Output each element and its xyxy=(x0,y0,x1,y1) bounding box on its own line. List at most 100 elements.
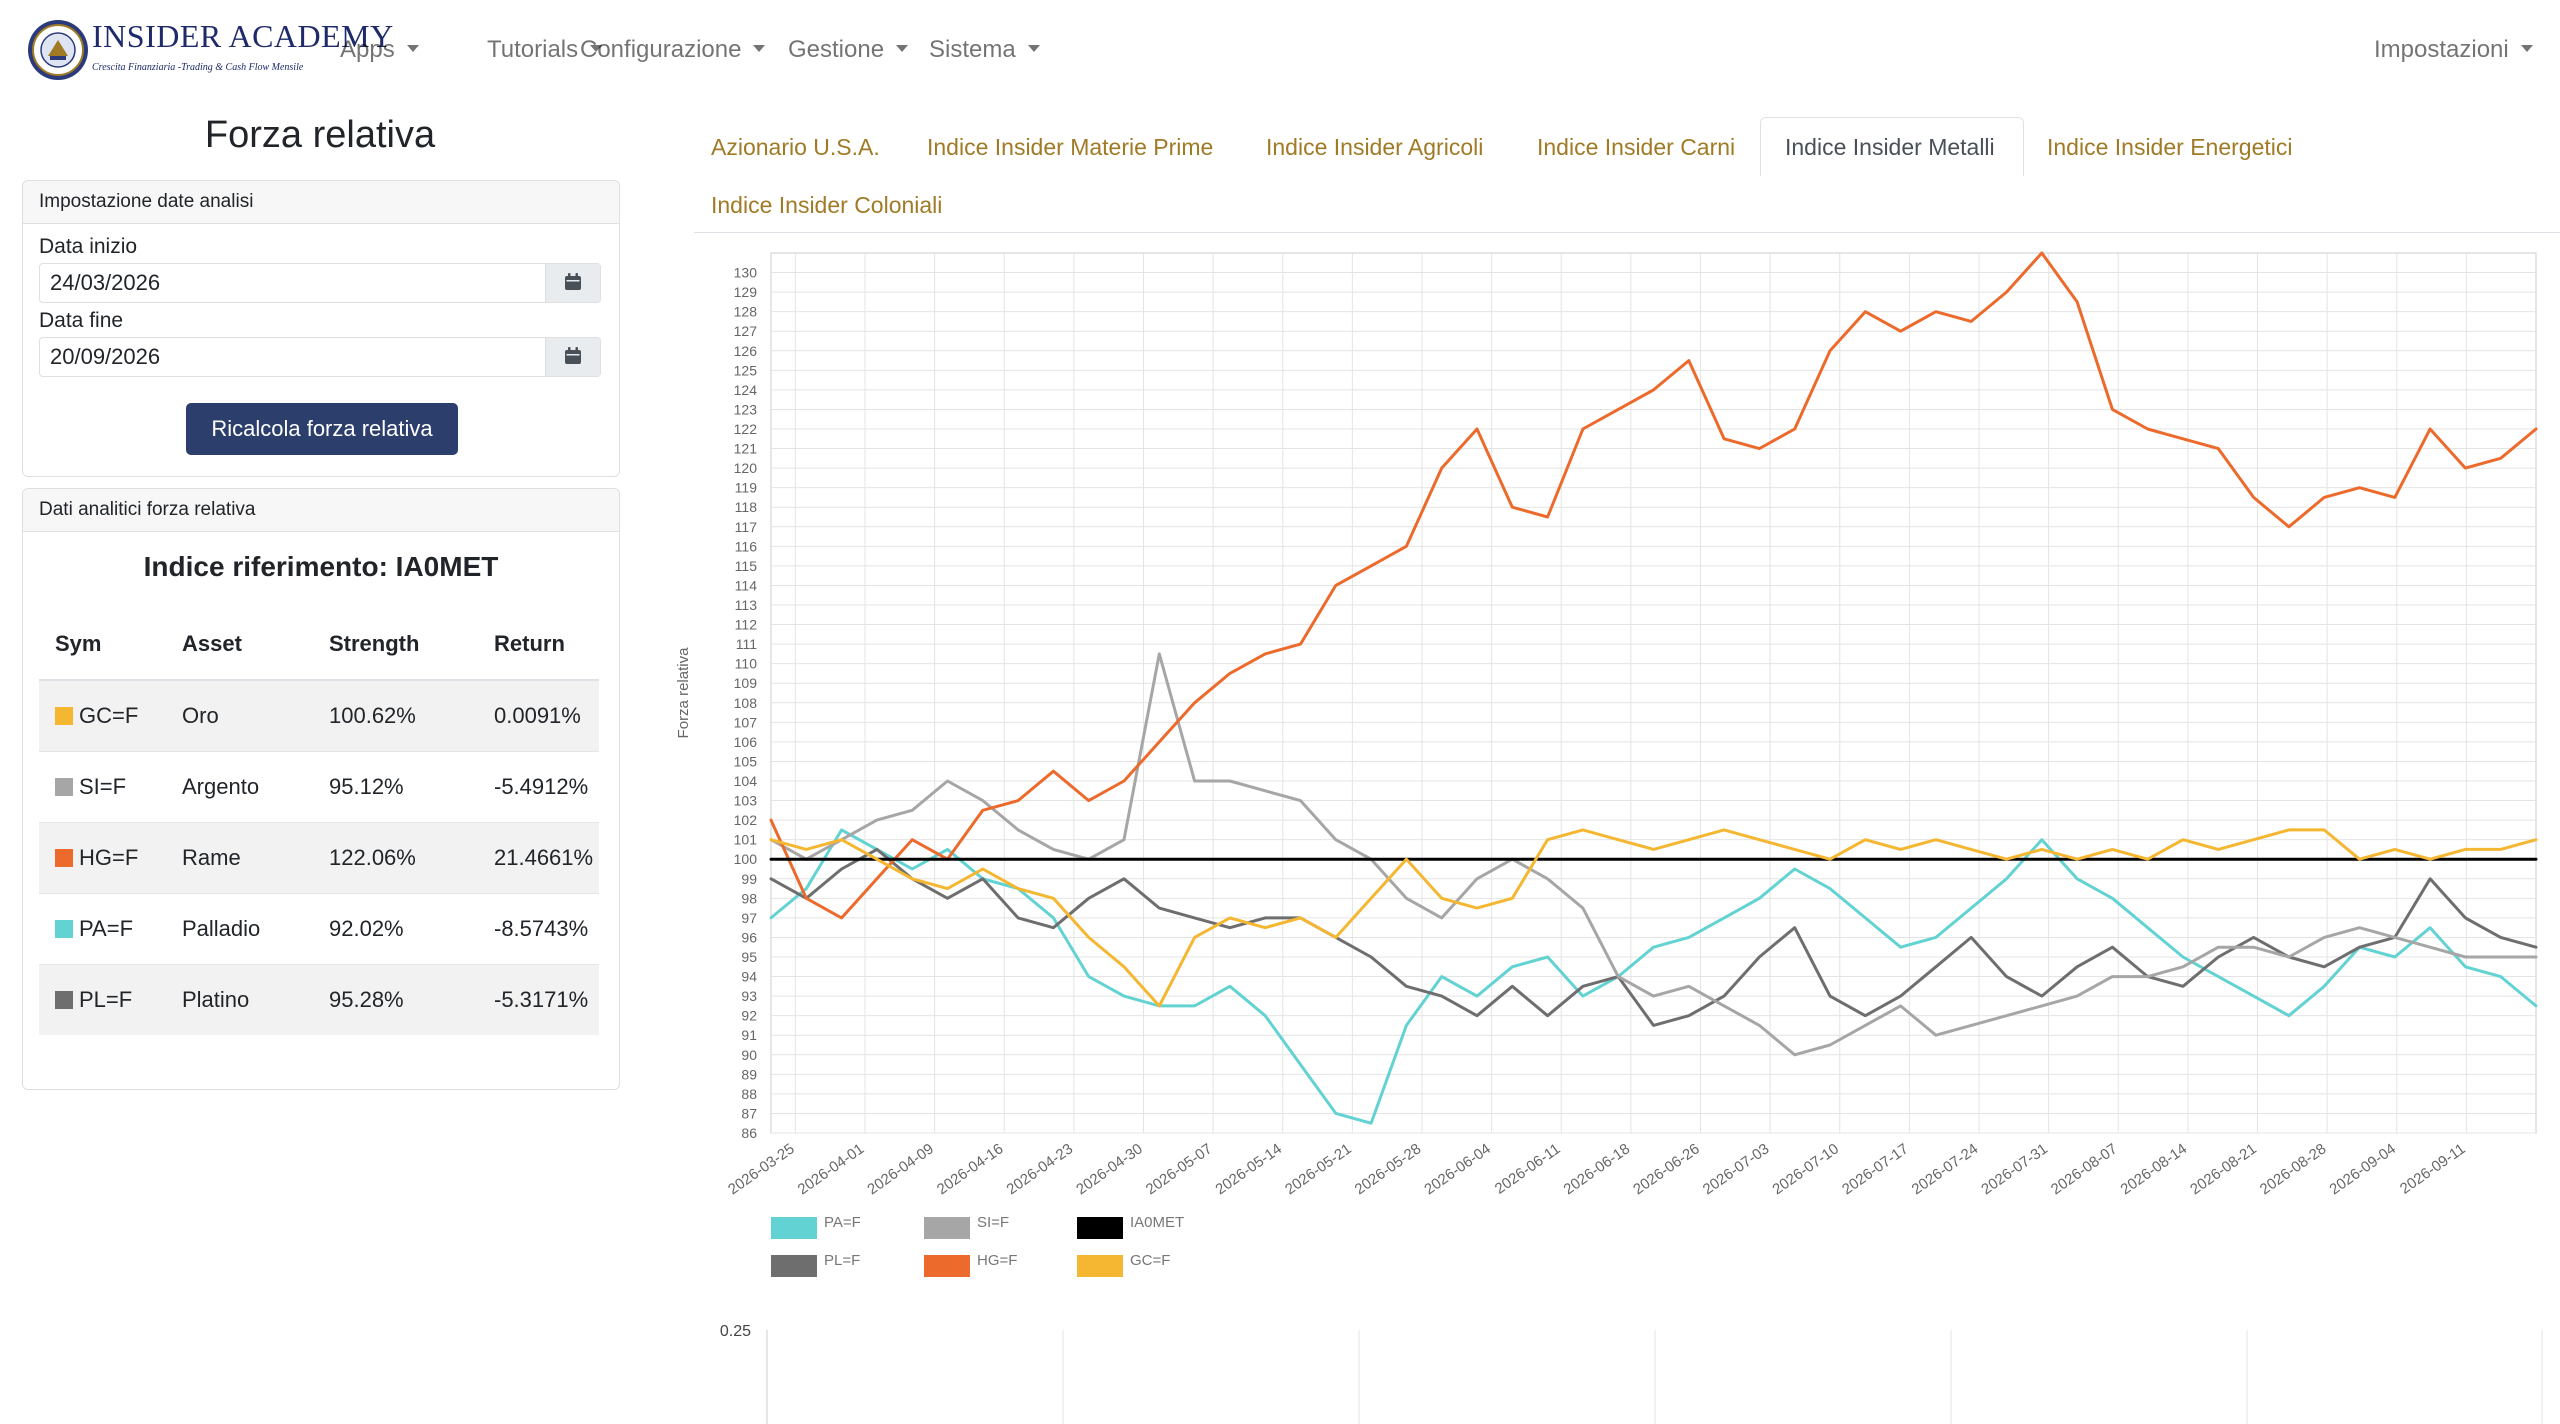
legend-label[interactable]: HG=F xyxy=(977,1252,1017,1269)
y-tick-label: 111 xyxy=(736,636,757,652)
calendar-icon xyxy=(565,347,581,364)
legend-swatch-ia0met[interactable] xyxy=(1077,1217,1123,1239)
brand-title[interactable]: INSIDER ACADEMY xyxy=(92,18,394,54)
col-strength[interactable]: Strength xyxy=(313,609,478,681)
tab-coloniali[interactable]: Indice Insider Coloniali xyxy=(711,192,943,218)
y-tick-label: 110 xyxy=(735,656,758,672)
legend-swatch-hgf[interactable] xyxy=(924,1255,970,1277)
navbar: INSIDER ACADEMY Crescita Finanziaria -Tr… xyxy=(0,0,2560,102)
nav-configurazione[interactable]: Configurazione xyxy=(580,36,766,64)
tab-materie-prime[interactable]: Indice Insider Materie Prime xyxy=(927,134,1214,160)
end-date-label: Data fine xyxy=(39,309,124,332)
legend-label[interactable]: IA0MET xyxy=(1130,1214,1184,1231)
nav-apps-label: Apps xyxy=(340,36,395,63)
nav-apps[interactable]: Apps xyxy=(340,36,419,64)
strength-cell: 100.62% xyxy=(313,679,478,752)
legend-swatch-sif[interactable] xyxy=(924,1217,970,1239)
nav-gestione-label: Gestione xyxy=(788,36,885,63)
chevron-down-icon xyxy=(753,45,766,53)
x-tick-label: 2026-05-14 xyxy=(1212,1140,1285,1198)
series-line-sif[interactable] xyxy=(769,652,2538,1057)
x-tick-label: 2026-09-04 xyxy=(2326,1140,2399,1198)
y-tick-label: 89 xyxy=(741,1066,757,1082)
x-tick-label: 2026-08-14 xyxy=(2118,1140,2191,1198)
table-header-row: Sym Asset Strength Return xyxy=(39,609,599,681)
y-tick-label: 93 xyxy=(741,988,757,1004)
return-cell: -5.4912% xyxy=(478,751,599,823)
legend-label[interactable]: PA=F xyxy=(824,1214,861,1231)
legend-label[interactable]: PL=F xyxy=(824,1252,860,1269)
strength-cell: 122.06% xyxy=(313,822,478,894)
asset-cell: Platino xyxy=(166,964,313,1035)
color-swatch-icon xyxy=(55,707,73,725)
end-date-value[interactable]: 20/09/2026 xyxy=(50,344,161,369)
sym-text: HG=F xyxy=(79,845,139,870)
y-tick-label: 101 xyxy=(734,832,758,848)
y-tick-label: 112 xyxy=(735,617,758,633)
legend-swatch-plf[interactable] xyxy=(771,1255,817,1277)
y-tick-label: 107 xyxy=(734,714,758,730)
academy-emblem-icon[interactable] xyxy=(26,18,90,82)
tab-carni[interactable]: Indice Insider Carni xyxy=(1537,134,1736,160)
series-line-gcf[interactable] xyxy=(769,828,2538,1008)
nav-tutorials[interactable]: Tutorials xyxy=(487,36,603,64)
legend-label[interactable]: GC=F xyxy=(1130,1252,1170,1269)
y-tick-label: 87 xyxy=(741,1105,757,1121)
return-cell: 21.4661% xyxy=(478,822,599,894)
table-row: PA=F Palladio 92.02% -8.5743% xyxy=(39,893,599,965)
y-tick-label: 116 xyxy=(735,538,758,554)
x-tick-label: 2026-06-11 xyxy=(1492,1140,1564,1197)
chevron-down-icon xyxy=(590,45,603,53)
nav-gestione[interactable]: Gestione xyxy=(788,36,909,64)
x-tick-label: 2026-04-23 xyxy=(1004,1140,1077,1198)
x-tick-label: 2026-06-04 xyxy=(1421,1140,1494,1198)
series-line-paf[interactable] xyxy=(769,828,2538,1125)
x-tick-label: 2026-08-21 xyxy=(2187,1140,2260,1198)
nav-impostazioni[interactable]: Impostazioni xyxy=(2374,36,2533,64)
nav-sistema[interactable]: Sistema xyxy=(929,36,1040,64)
legend-swatch-paf[interactable] xyxy=(771,1217,817,1239)
y-tick-label: 103 xyxy=(734,793,758,809)
tab-agricoli[interactable]: Indice Insider Agricoli xyxy=(1266,134,1484,160)
tab-metalli[interactable]: Indice Insider Metalli xyxy=(1785,134,1995,160)
sym-cell: SI=F xyxy=(39,751,166,823)
analytics-header: Dati analitici forza relativa xyxy=(23,489,619,532)
return-cell: 0.0091% xyxy=(478,679,599,752)
tab-azionario-usa[interactable]: Azionario U.S.A. xyxy=(711,134,880,160)
chevron-down-icon xyxy=(896,45,909,53)
legend-label[interactable]: SI=F xyxy=(977,1214,1009,1231)
y-tick-label: 122 xyxy=(734,421,758,437)
return-cell: -8.5743% xyxy=(478,893,599,965)
x-tick-label: 2026-08-07 xyxy=(2048,1140,2121,1198)
date-settings-header: Impostazione date analisi xyxy=(23,181,619,224)
start-date-input[interactable]: 24/03/2026 xyxy=(39,263,601,303)
y-tick-label: 88 xyxy=(741,1086,757,1102)
tabs-divider xyxy=(694,232,2560,233)
start-date-picker-button[interactable] xyxy=(545,264,600,302)
series-line-plf[interactable] xyxy=(769,847,2538,1027)
plot-area xyxy=(770,252,2537,1134)
col-asset[interactable]: Asset xyxy=(166,609,313,681)
analytics-card: Dati analitici forza relativa Indice rif… xyxy=(22,488,620,1090)
y-tick-label: 113 xyxy=(735,597,758,613)
page-title: Forza relativa xyxy=(204,114,436,156)
date-settings-card: Impostazione date analisi Data inizio 24… xyxy=(22,180,620,477)
y-tick-label: 96 xyxy=(741,929,757,945)
y-tick-label: 129 xyxy=(734,284,758,300)
y-tick-label: 86 xyxy=(741,1125,757,1141)
y-tick-label: 117 xyxy=(735,519,758,535)
nav-tutorials-label: Tutorials xyxy=(487,36,579,63)
series-line-hgf[interactable] xyxy=(769,251,2538,920)
end-date-input[interactable]: 20/09/2026 xyxy=(39,337,601,377)
end-date-picker-button[interactable] xyxy=(545,338,600,376)
start-date-value[interactable]: 24/03/2026 xyxy=(50,270,161,295)
x-tick-label: 2026-07-31 xyxy=(1978,1140,2051,1198)
col-sym[interactable]: Sym xyxy=(39,609,166,681)
col-return[interactable]: Return xyxy=(478,609,599,681)
legend-swatch-gcf[interactable] xyxy=(1077,1255,1123,1277)
recalculate-button[interactable]: Ricalcola forza relativa xyxy=(186,403,458,455)
tab-energetici[interactable]: Indice Insider Energetici xyxy=(2047,134,2293,160)
sym-text: GC=F xyxy=(79,703,139,728)
y-tick-label: 102 xyxy=(734,812,758,828)
